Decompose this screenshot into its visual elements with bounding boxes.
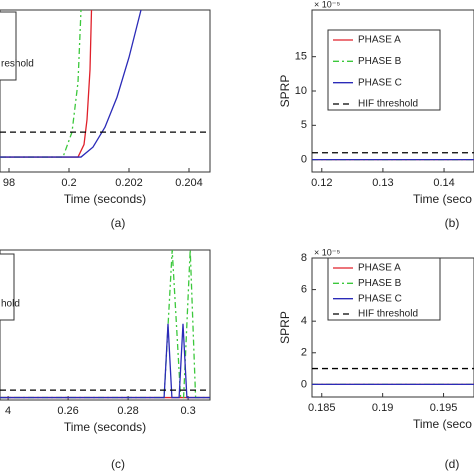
y-tick-label: 0 — [301, 378, 307, 390]
series-line — [0, 250, 210, 399]
x-tick-label: 0.28 — [117, 405, 138, 417]
legend-label: PHASE A — [358, 263, 401, 274]
legend-label: HIF threshold — [358, 99, 418, 110]
x-tick-label: 0.3 — [180, 405, 195, 417]
series-line — [0, 323, 210, 399]
panel: 0.185 0.19 0.195 0 2 4 6 8 PHASE A PHASE B PHASE C… — [278, 247, 474, 471]
x-tick-label: 0.195 — [430, 402, 458, 414]
x-axis-label: Time (seconds) — [64, 192, 146, 206]
legend-label: hold — [1, 299, 20, 310]
panel: 4 0.26 0.28 0.3 hold Time (seconds) (c) — [0, 249, 211, 471]
legend: PHASE A PHASE B PHASE C HIF threshold — [327, 29, 441, 111]
x-tick-label: 0.202 — [115, 177, 143, 189]
y-tick-label: 0 — [301, 154, 307, 166]
x-tick-label: 0.185 — [308, 402, 336, 414]
x-tick-label: 98 — [3, 177, 15, 189]
x-tick-label: 0.13 — [372, 177, 393, 189]
panel: 0.12 0.13 0.14 0 5 10 15 PHASE A PHASE B PHASE C H… — [278, 0, 474, 230]
axis-exponent: × 10⁻⁵ — [314, 0, 341, 9]
y-tick-label: 10 — [295, 85, 307, 97]
lines — [312, 367, 474, 386]
legend-label: PHASE C — [358, 293, 402, 304]
y-tick-label: 4 — [301, 315, 307, 327]
panel: 98 0.2 0.202 0.204 reshold Time (seconds) (a) — [0, 9, 211, 230]
lines — [0, 10, 210, 158]
legend-label: PHASE B — [358, 56, 402, 67]
y-tick-label: 2 — [301, 347, 307, 359]
legend-label: PHASE C — [358, 77, 402, 88]
legend-label: PHASE A — [358, 35, 401, 46]
panel-label: (a) — [111, 216, 126, 230]
x-tick-label: 4 — [5, 405, 11, 417]
plot-area — [0, 249, 211, 401]
y-tick-label: 8 — [301, 252, 307, 264]
legend-label: PHASE B — [358, 278, 402, 289]
x-tick-label: 0.19 — [372, 402, 393, 414]
y-tick-label: 5 — [301, 119, 307, 131]
x-tick-label: 0.12 — [311, 177, 332, 189]
x-axis-label: Time (seconds) — [64, 420, 146, 434]
legend: reshold — [0, 11, 34, 81]
x-tick-label: 0.26 — [57, 405, 78, 417]
lines — [312, 152, 474, 161]
legend-box — [327, 29, 441, 111]
lines — [0, 250, 210, 399]
x-axis-label: Time (seco — [413, 417, 472, 431]
x-tick-label: 0.2 — [61, 177, 76, 189]
legend-label: HIF threshold — [358, 309, 418, 320]
panel-label: (b) — [445, 216, 460, 230]
y-axis-label: SPRP — [278, 75, 292, 108]
y-axis-label: SPRP — [278, 311, 292, 344]
panel-label: (d) — [445, 457, 460, 471]
y-tick-label: 15 — [295, 51, 307, 63]
axis-exponent: × 10⁻⁵ — [314, 247, 341, 257]
legend-box — [0, 11, 17, 81]
x-tick-label: 0.204 — [175, 177, 203, 189]
legend: PHASE A PHASE B PHASE C HIF threshold — [327, 257, 441, 321]
series-line — [0, 10, 142, 158]
legend: hold — [0, 253, 20, 321]
panel-label: (c) — [111, 457, 125, 471]
legend-box — [0, 253, 15, 321]
plot-area — [0, 9, 211, 173]
x-axis-label: Time (seco — [413, 192, 472, 206]
y-tick-label: 6 — [301, 283, 307, 295]
legend-label: reshold — [1, 59, 34, 70]
x-tick-label: 0.14 — [433, 177, 454, 189]
